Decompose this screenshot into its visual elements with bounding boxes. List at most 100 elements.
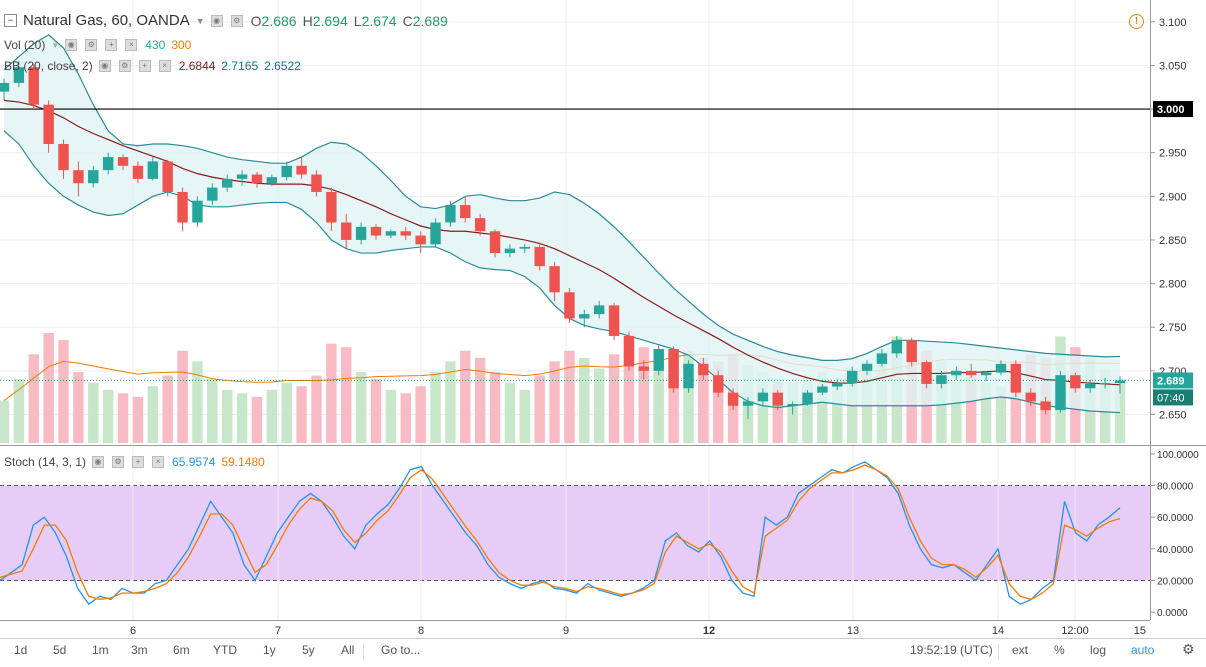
candle-body[interactable] — [623, 335, 635, 367]
eye-icon[interactable]: ◉ — [210, 14, 223, 27]
candle-body[interactable] — [13, 67, 25, 83]
price-axis[interactable]: 3.100 3.050 3.000 2.950 2.900 2.850 2.800 2.750… — [1150, 0, 1206, 445]
candle-body[interactable] — [147, 161, 159, 179]
volume-title[interactable]: Vol (20) — [4, 38, 46, 52]
gear-icon[interactable]: ⚙ — [112, 456, 125, 468]
candle-body[interactable] — [891, 340, 903, 354]
candle-body[interactable] — [817, 386, 828, 393]
candle-body[interactable] — [58, 143, 69, 171]
candle-body[interactable] — [951, 370, 962, 376]
candle-body[interactable] — [787, 403, 798, 406]
candle-body[interactable] — [564, 292, 575, 319]
candle-body[interactable] — [1114, 380, 1126, 384]
candle-body[interactable] — [668, 349, 679, 389]
candle-body[interactable] — [772, 392, 783, 406]
candle-body[interactable] — [236, 174, 248, 179]
candle-body[interactable] — [876, 353, 888, 364]
candle-body[interactable] — [385, 231, 397, 236]
clock-display[interactable]: 19:52:19 (UTC) — [910, 643, 993, 657]
candle-body[interactable] — [713, 375, 724, 393]
time-axis[interactable]: 6 7 8 9 12 13 14 12:00 15 — [0, 620, 1150, 639]
close-icon[interactable]: × — [158, 60, 171, 72]
candle-body[interactable] — [43, 104, 54, 144]
candle-body[interactable] — [757, 392, 769, 402]
chevron-down-icon[interactable]: ▼ — [51, 40, 60, 50]
candle-body[interactable] — [430, 222, 441, 245]
candle-body[interactable] — [504, 248, 516, 254]
candle-body[interactable] — [400, 231, 411, 236]
candle-body[interactable] — [534, 246, 545, 267]
candle-body[interactable] — [266, 177, 278, 184]
candle-body[interactable] — [0, 82, 10, 92]
candle-body[interactable] — [1085, 383, 1096, 389]
candle-body[interactable] — [802, 392, 813, 404]
price-chart-pane[interactable] — [0, 0, 1150, 445]
candle-body[interactable] — [638, 366, 650, 371]
period-button-5d[interactable]: 5d — [53, 643, 67, 657]
candle-body[interactable] — [846, 370, 858, 384]
candle-body[interactable] — [742, 401, 754, 406]
candle-body[interactable] — [296, 165, 307, 175]
candle-body[interactable] — [832, 383, 843, 387]
pane-divider[interactable] — [0, 445, 1206, 446]
candle-body[interactable] — [698, 363, 709, 376]
price-chart-canvas[interactable] — [0, 0, 1150, 445]
candle-body[interactable] — [102, 157, 114, 171]
auto-toggle[interactable]: auto — [1131, 643, 1155, 657]
candle-body[interactable] — [73, 170, 84, 184]
candle-body[interactable] — [192, 200, 203, 223]
candle-body[interactable] — [1040, 401, 1051, 411]
gear-icon[interactable]: ⚙ — [230, 14, 243, 27]
alert-icon[interactable]: ! — [1129, 14, 1144, 29]
candle-body[interactable] — [727, 392, 739, 406]
bb-title[interactable]: BB (20, close, 2) — [4, 59, 93, 73]
add-icon[interactable]: + — [132, 456, 145, 468]
close-icon[interactable]: × — [152, 456, 165, 468]
period-button-3m[interactable]: 3m — [131, 643, 148, 657]
candle-body[interactable] — [921, 362, 932, 384]
candle-body[interactable] — [207, 187, 218, 201]
candle-body[interactable] — [474, 218, 486, 232]
stoch-title[interactable]: Stoch (14, 3, 1) — [4, 455, 87, 469]
period-button-1y[interactable]: 1y — [263, 643, 276, 657]
candle-body[interactable] — [593, 305, 605, 315]
collapse-icon[interactable]: − — [4, 14, 17, 27]
period-button-all[interactable]: All — [341, 643, 355, 657]
candle-body[interactable] — [906, 340, 917, 363]
goto-button[interactable]: Go to... — [381, 643, 421, 657]
candle-body[interactable] — [995, 363, 1007, 373]
candle-body[interactable] — [683, 363, 694, 389]
add-icon[interactable]: + — [138, 60, 151, 72]
period-button-1m[interactable]: 1m — [92, 643, 109, 657]
candle-body[interactable] — [281, 165, 292, 178]
close-icon[interactable]: × — [125, 39, 138, 51]
candle-body[interactable] — [162, 161, 173, 192]
period-button-1d[interactable]: 1d — [14, 643, 28, 657]
stochastic-canvas[interactable] — [0, 446, 1150, 620]
eye-icon[interactable]: ◉ — [98, 60, 111, 72]
gear-icon[interactable]: ⚙ — [1182, 641, 1195, 657]
candle-body[interactable] — [936, 375, 947, 384]
chevron-down-icon[interactable]: ▼ — [195, 15, 205, 26]
candle-body[interactable] — [549, 266, 560, 293]
eye-icon[interactable]: ◉ — [65, 39, 78, 51]
gear-icon[interactable]: ⚙ — [85, 39, 98, 51]
candle-body[interactable] — [341, 222, 352, 240]
candle-body[interactable] — [460, 205, 471, 219]
candle-body[interactable] — [1099, 383, 1111, 385]
candle-body[interactable] — [1070, 375, 1081, 389]
symbol-title[interactable]: Natural Gas, 60, OANDA — [23, 12, 190, 29]
ext-toggle[interactable]: ext — [1012, 643, 1029, 657]
candle-body[interactable] — [653, 349, 664, 371]
candle-body[interactable] — [579, 314, 590, 319]
period-button-ytd[interactable]: YTD — [213, 643, 237, 657]
percent-toggle[interactable]: % — [1054, 643, 1065, 657]
period-button-5y[interactable]: 5y — [302, 643, 315, 657]
candle-body[interactable] — [1010, 363, 1022, 393]
candle-body[interactable] — [88, 170, 99, 184]
period-button-6m[interactable]: 6m — [173, 643, 190, 657]
candle-body[interactable] — [326, 191, 337, 223]
candle-body[interactable] — [117, 157, 129, 166]
stochastic-axis[interactable]: 100.0000 80.0000 60.0000 40.0000 20.0000 0.00… — [1150, 446, 1206, 620]
candle-body[interactable] — [28, 67, 39, 105]
